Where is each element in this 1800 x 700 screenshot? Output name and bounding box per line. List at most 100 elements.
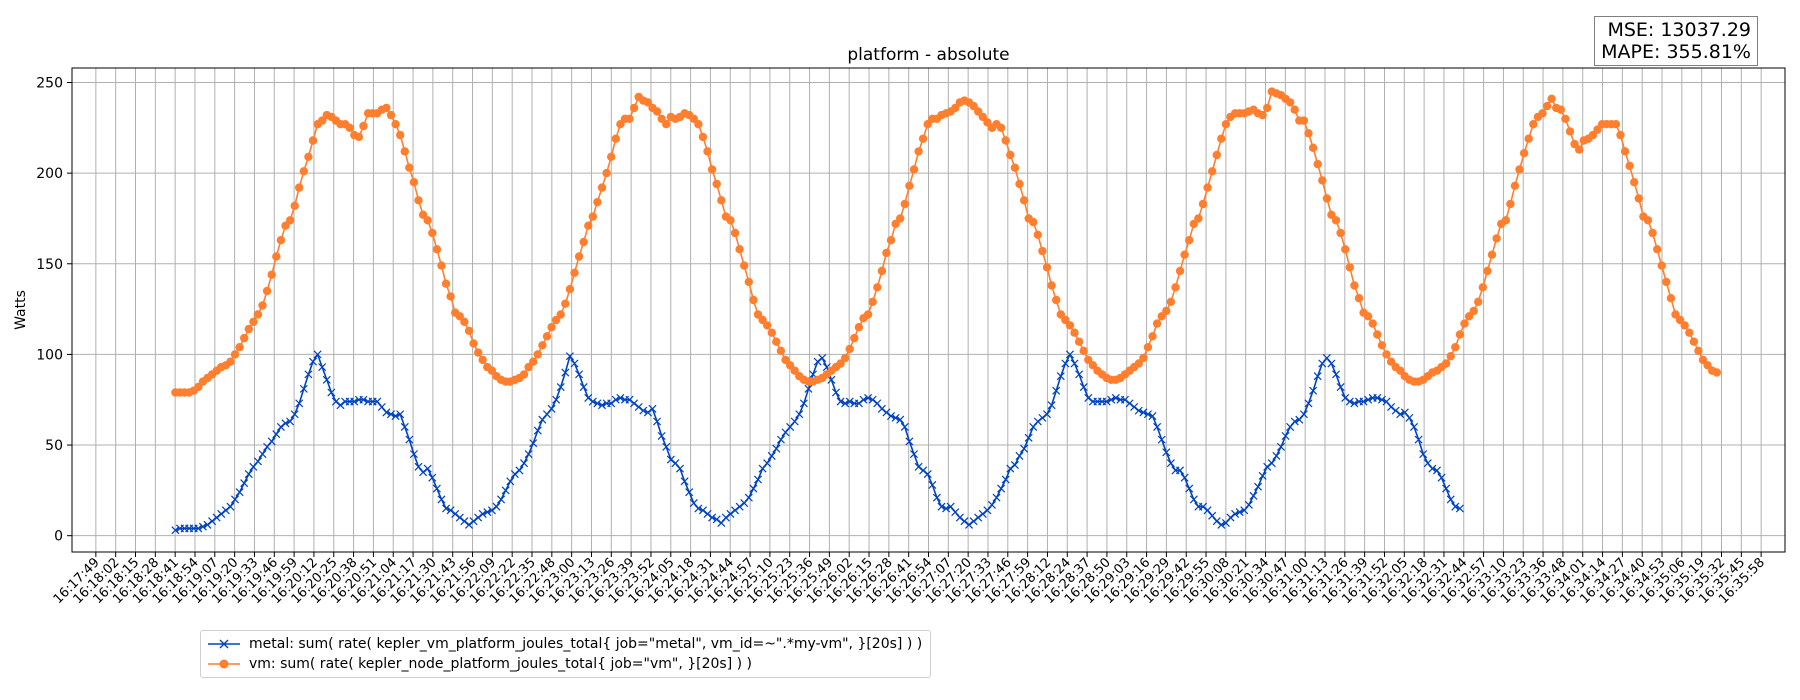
- data-point: [1019, 196, 1029, 205]
- data-point: [386, 410, 396, 419]
- data-point: [1304, 399, 1313, 408]
- data-point: [786, 422, 795, 431]
- data-point: [579, 383, 588, 392]
- data-point: [226, 502, 235, 511]
- data-point: [1561, 114, 1570, 124]
- data-point: [501, 486, 510, 495]
- data-point: [1107, 395, 1116, 404]
- data-point: [331, 397, 340, 406]
- data-point: [230, 350, 240, 359]
- data-point: [707, 165, 717, 174]
- data-point: [1299, 116, 1309, 125]
- data-point: [506, 477, 515, 486]
- data-point: [1620, 147, 1630, 156]
- data-point: [1162, 448, 1171, 457]
- series-lines: [175, 90, 1718, 531]
- data-point: [1405, 413, 1414, 422]
- data-point: [551, 315, 561, 325]
- legend-item-vm: vm: sum( rate( kepler_node_platform_joul…: [207, 654, 922, 674]
- data-point: [689, 499, 698, 508]
- data-point: [1542, 101, 1552, 111]
- data-point: [258, 450, 267, 459]
- data-point: [740, 261, 749, 270]
- data-point: [1290, 105, 1299, 114]
- data-point: [386, 110, 396, 120]
- data-point: [1157, 435, 1166, 444]
- data-point: [1373, 393, 1382, 402]
- data-point: [1139, 353, 1148, 363]
- data-point: [634, 402, 643, 412]
- data-point: [584, 221, 593, 230]
- data-point: [1391, 406, 1400, 415]
- data-point: [1231, 509, 1240, 518]
- data-point: [1198, 199, 1208, 209]
- data-point: [570, 268, 579, 277]
- legend-label-metal: metal: sum( rate( kepler_vm_platform_jou…: [249, 636, 923, 652]
- y-axis-ticks: 0 50 100 150 200 250: [36, 76, 72, 545]
- data-point: [726, 216, 735, 225]
- data-point: [519, 370, 529, 379]
- data-point: [382, 103, 391, 113]
- data-point: [1244, 500, 1253, 509]
- data-point: [1125, 399, 1134, 408]
- data-point: [919, 466, 928, 475]
- data-point: [1648, 228, 1657, 238]
- data-point: [203, 520, 212, 529]
- data-point: [593, 399, 602, 408]
- data-point: [1263, 103, 1272, 113]
- data-point: [1286, 422, 1295, 431]
- data-point: [267, 437, 276, 446]
- data-point: [1327, 359, 1336, 368]
- data-point: [744, 277, 753, 287]
- data-point: [1712, 368, 1722, 377]
- data-point: [295, 183, 304, 192]
- data-point: [781, 428, 790, 437]
- data-point: [359, 121, 368, 131]
- data-point: [666, 455, 675, 464]
- data-point: [662, 442, 671, 451]
- data-point: [1377, 341, 1387, 350]
- data-point: [1143, 410, 1152, 419]
- data-point: [276, 422, 285, 431]
- data-point: [299, 167, 308, 176]
- data-point: [1680, 321, 1689, 330]
- data-point: [1258, 110, 1267, 120]
- data-point: [1212, 517, 1221, 526]
- data-point: [1350, 399, 1359, 408]
- data-point: [1052, 386, 1061, 395]
- data-point: [1235, 508, 1244, 517]
- data-point: [1166, 459, 1175, 468]
- data-point: [841, 353, 850, 363]
- data-point: [574, 252, 584, 261]
- data-point: [1208, 167, 1217, 176]
- data-point: [1065, 321, 1075, 330]
- data-point: [845, 344, 854, 354]
- data-point: [1272, 451, 1281, 460]
- data-point: [1322, 194, 1332, 203]
- data-point: [171, 526, 180, 535]
- data-point: [730, 228, 740, 238]
- data-point: [1198, 502, 1208, 511]
- data-point: [1373, 330, 1382, 339]
- data-point: [877, 404, 886, 413]
- data-point: [639, 406, 648, 415]
- data-point: [740, 499, 749, 508]
- data-point: [735, 502, 744, 511]
- data-point: [212, 513, 221, 522]
- data-point: [1478, 283, 1488, 292]
- data-point: [487, 506, 496, 515]
- data-point: [487, 366, 497, 375]
- data-point: [1341, 393, 1350, 402]
- data-point: [474, 348, 483, 357]
- y-tick-label: 100: [36, 347, 63, 363]
- legend-label-vm: vm: sum( rate( kepler_node_platform_joul…: [249, 656, 752, 672]
- data-point: [905, 437, 914, 446]
- data-point: [758, 464, 767, 473]
- data-point: [831, 388, 841, 397]
- data-point: [712, 179, 721, 189]
- data-point: [1359, 397, 1368, 406]
- data-point: [868, 395, 877, 404]
- data-point: [1442, 484, 1451, 493]
- data-point: [588, 397, 597, 406]
- data-point: [1666, 294, 1676, 303]
